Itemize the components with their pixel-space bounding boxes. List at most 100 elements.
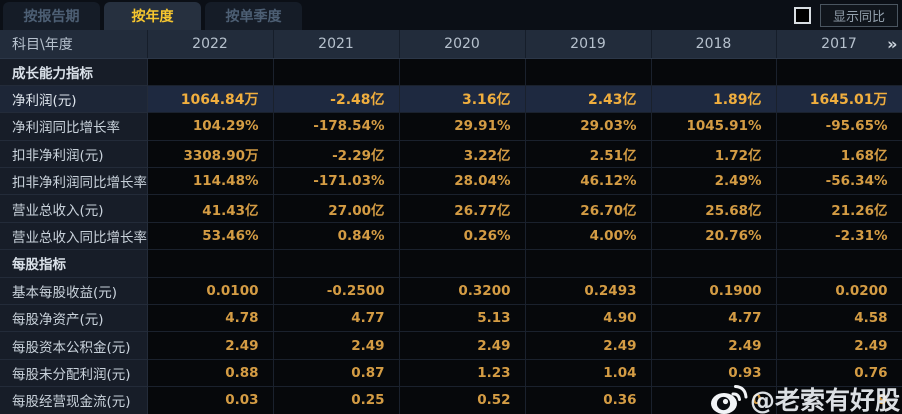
cell-value[interactable]: -171.03%	[273, 167, 400, 196]
cell-value[interactable]: 2.49	[776, 331, 902, 360]
row-label[interactable]: 净利润(元)	[0, 85, 148, 114]
table-row: 营业总收入(元) 41.43亿 27.00亿 26.77亿 26.70亿 25.68亿 21…	[0, 194, 902, 223]
year-header-2022: 2022	[147, 30, 274, 59]
cell-value[interactable]: 4.77	[273, 304, 400, 333]
cell-value[interactable]: 0.1900	[651, 277, 777, 306]
year-header-2021: 2021	[273, 30, 400, 59]
cell-value[interactable]: 0	[651, 386, 777, 414]
row-label[interactable]: 每股资本公积金(元)	[0, 331, 148, 360]
cell-value[interactable]: 0.87	[273, 359, 400, 388]
cell-value[interactable]: 20.76%	[651, 222, 777, 251]
cell-value	[399, 249, 526, 278]
cell-value[interactable]: -2.31%	[776, 222, 902, 251]
cell-value[interactable]: 0.3200	[399, 277, 526, 306]
cell-value[interactable]: -0.2500	[273, 277, 400, 306]
cell-value[interactable]: 2.49	[273, 331, 400, 360]
cell-value[interactable]: -95.65%	[776, 112, 902, 141]
cell-value[interactable]: 3.16亿	[399, 85, 526, 114]
cell-value	[525, 58, 652, 86]
year-header-2019: 2019	[525, 30, 652, 59]
cell-value[interactable]: 0.2493	[525, 277, 652, 306]
cell-value[interactable]: 2.49	[399, 331, 526, 360]
cell-value[interactable]: 1064.84万	[147, 85, 274, 114]
cell-value[interactable]: 1.68亿	[776, 140, 902, 169]
cell-value[interactable]: 4.00%	[525, 222, 652, 251]
cell-value[interactable]: 41.43亿	[147, 194, 274, 223]
row-label[interactable]: 营业总收入同比增长率	[0, 222, 148, 251]
cell-value[interactable]: 9	[776, 386, 902, 414]
cell-value[interactable]: 4.90	[525, 304, 652, 333]
cell-value[interactable]: 21.26亿	[776, 194, 902, 223]
cell-value[interactable]: 0.03	[147, 386, 274, 414]
cell-value[interactable]: 2.43亿	[525, 85, 652, 114]
cell-value[interactable]: 0.26%	[399, 222, 526, 251]
cell-value[interactable]: 0.88	[147, 359, 274, 388]
cell-value[interactable]: 3.22亿	[399, 140, 526, 169]
table-row: 每股经营现金流(元) 0.03 0.25 0.52 0.36 0 9	[0, 386, 902, 414]
cell-value[interactable]: 25.68亿	[651, 194, 777, 223]
cell-value[interactable]: 1045.91%	[651, 112, 777, 141]
cell-value[interactable]: 104.29%	[147, 112, 274, 141]
cell-value[interactable]: 2.49%	[651, 167, 777, 196]
row-label[interactable]: 扣非净利润(元)	[0, 140, 148, 169]
cell-value[interactable]: 0.93	[651, 359, 777, 388]
cell-value	[651, 249, 777, 278]
cell-value[interactable]: 0.0200	[776, 277, 902, 306]
row-label[interactable]: 每股经营现金流(元)	[0, 386, 148, 414]
cell-value[interactable]: -2.48亿	[273, 85, 400, 114]
cell-value[interactable]: 1.04	[525, 359, 652, 388]
row-label[interactable]: 扣非净利润同比增长率	[0, 167, 148, 196]
tab-2[interactable]: 按单季度	[205, 2, 302, 30]
cell-value[interactable]: 4.78	[147, 304, 274, 333]
show-yoy-checkbox[interactable]	[793, 6, 811, 24]
more-years-icon[interactable]: »	[887, 34, 897, 54]
cell-value[interactable]: 28.04%	[399, 167, 526, 196]
row-label[interactable]: 净利润同比增长率	[0, 112, 148, 141]
cell-value[interactable]: 3308.90万	[147, 140, 274, 169]
row-label[interactable]: 每股未分配利润(元)	[0, 359, 148, 388]
cell-value[interactable]: 1.72亿	[651, 140, 777, 169]
cell-value[interactable]: 2.51亿	[525, 140, 652, 169]
cell-value[interactable]: 27.00亿	[273, 194, 400, 223]
cell-value[interactable]: 46.12%	[525, 167, 652, 196]
cell-value[interactable]: 2.49	[147, 331, 274, 360]
top-bar: 按报告期 按年度 按单季度 显示同比	[0, 0, 902, 30]
row-label[interactable]: 营业总收入(元)	[0, 194, 148, 223]
cell-value[interactable]: 0.36	[525, 386, 652, 414]
table-row: 成长能力指标	[0, 58, 902, 86]
cell-value[interactable]: 0.25	[273, 386, 400, 414]
cell-value[interactable]: 2.49	[525, 331, 652, 360]
cell-value[interactable]: 4.58	[776, 304, 902, 333]
cell-value[interactable]: 53.46%	[147, 222, 274, 251]
corner-header: 科目\年度	[0, 30, 148, 59]
cell-value[interactable]: 26.77亿	[399, 194, 526, 223]
table-row: 营业总收入同比增长率 53.46% 0.84% 0.26% 4.00% 20.76% -2.…	[0, 222, 902, 251]
cell-value[interactable]: 29.91%	[399, 112, 526, 141]
topbar-controls: 显示同比	[793, 0, 902, 30]
cell-value	[273, 249, 400, 278]
cell-value[interactable]: 1.89亿	[651, 85, 777, 114]
row-label[interactable]: 基本每股收益(元)	[0, 277, 148, 306]
cell-value[interactable]: 114.48%	[147, 167, 274, 196]
tab-1[interactable]: 按年度	[104, 2, 201, 30]
cell-value[interactable]: 0.0100	[147, 277, 274, 306]
cell-value[interactable]: -2.29亿	[273, 140, 400, 169]
table-row: 净利润同比增长率 104.29% -178.54% 29.91% 29.03% 1045.…	[0, 112, 902, 141]
cell-value[interactable]: 29.03%	[525, 112, 652, 141]
cell-value[interactable]: 2.49	[651, 331, 777, 360]
cell-value[interactable]: 0.76	[776, 359, 902, 388]
cell-value[interactable]: -178.54%	[273, 112, 400, 141]
show-yoy-label[interactable]: 显示同比	[819, 3, 898, 27]
cell-value[interactable]: 26.70亿	[525, 194, 652, 223]
cell-value[interactable]: 0.84%	[273, 222, 400, 251]
tab-0[interactable]: 按报告期	[3, 2, 100, 30]
cell-value[interactable]: 1645.01万	[776, 85, 902, 114]
table-row: 每股净资产(元) 4.78 4.77 5.13 4.90 4.77 4.58	[0, 304, 902, 333]
cell-value[interactable]: 1.23	[399, 359, 526, 388]
cell-value[interactable]: 5.13	[399, 304, 526, 333]
cell-value	[525, 249, 652, 278]
cell-value[interactable]: 0.52	[399, 386, 526, 414]
row-label[interactable]: 每股净资产(元)	[0, 304, 148, 333]
cell-value[interactable]: 4.77	[651, 304, 777, 333]
cell-value[interactable]: -56.34%	[776, 167, 902, 196]
